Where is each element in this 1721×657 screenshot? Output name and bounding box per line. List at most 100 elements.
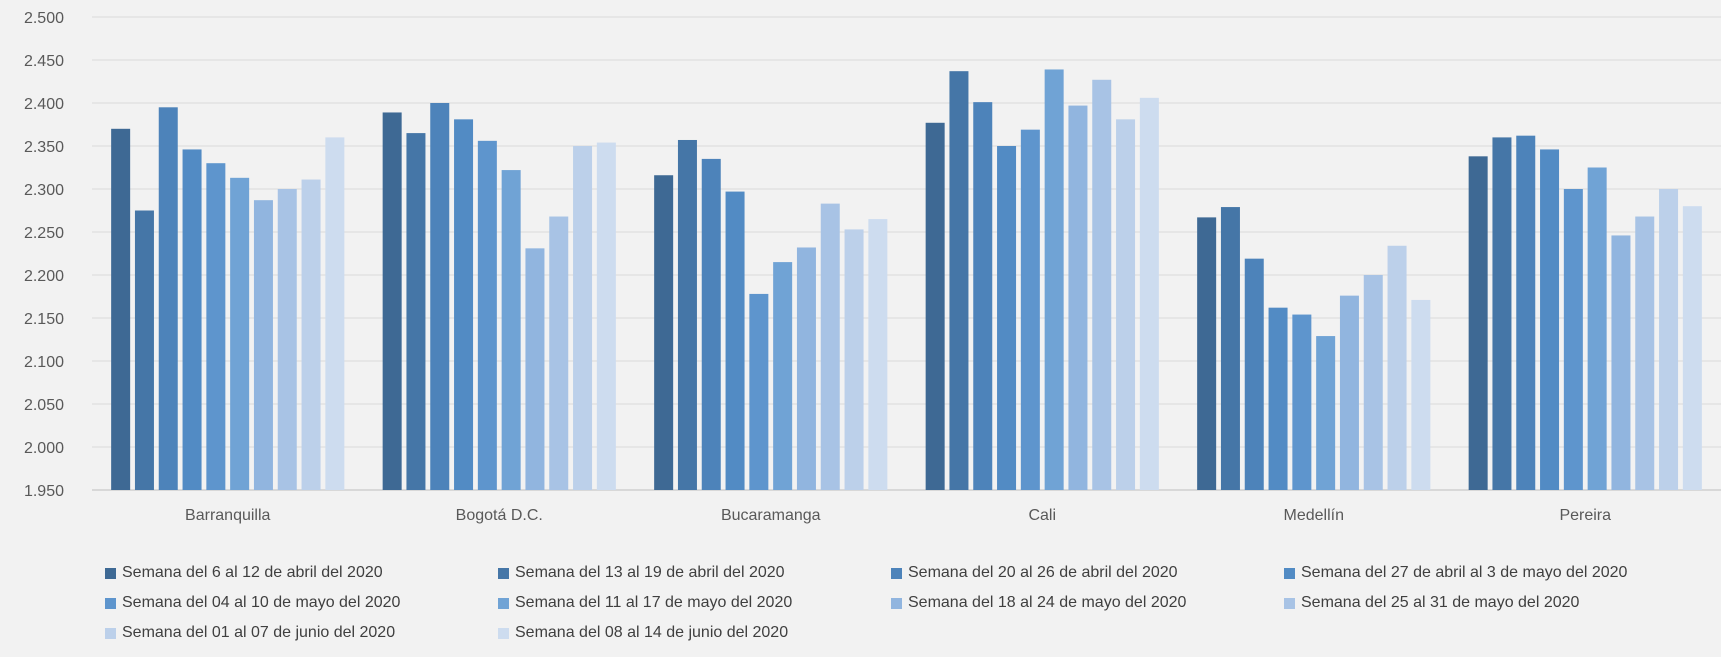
bar <box>1411 299 1431 490</box>
x-category-label: Barranquilla <box>185 507 270 524</box>
y-tick-label: 2.250 <box>24 225 64 242</box>
y-tick-label: 2.500 <box>24 10 64 27</box>
gridlines <box>92 16 1721 491</box>
bar <box>325 137 345 490</box>
bar <box>382 112 402 491</box>
bar <box>1587 167 1607 490</box>
bar <box>1044 69 1064 491</box>
y-tick-label: 2.000 <box>24 440 64 457</box>
bar <box>253 200 273 490</box>
legend-label: Semana del 27 de abril al 3 de mayo del … <box>1301 564 1628 581</box>
bar <box>725 191 745 490</box>
x-category-label: Pereira <box>1559 507 1611 524</box>
bar <box>1540 149 1560 490</box>
y-tick-label: 1.950 <box>24 483 64 500</box>
legend-item: Semana del 6 al 12 de abril del 2020 <box>105 563 498 583</box>
legend-label: Semana del 18 al 24 de mayo del 2020 <box>908 594 1187 611</box>
bar <box>773 262 793 490</box>
bar <box>477 140 497 490</box>
legend-swatch <box>498 597 509 609</box>
legend-label: Semana del 13 al 19 de abril del 2020 <box>515 564 785 581</box>
legend-item: Semana del 01 al 07 de junio del 2020 <box>105 623 498 643</box>
y-axis-tick-labels: 1.950 2.000 2.050 2.100 2.150 2.200 2.250 2.300… <box>24 10 64 500</box>
bar <box>111 128 131 491</box>
y-tick-label: 2.400 <box>24 96 64 113</box>
bar <box>973 102 993 490</box>
bar <box>925 122 945 490</box>
bar <box>1635 216 1655 490</box>
x-axis-category-labels: Barranquilla Bogotá D.C. Bucaramanga Cali Me… <box>185 507 1611 524</box>
legend-label: Semana del 20 al 26 de abril del 2020 <box>908 564 1178 581</box>
bar <box>1244 258 1264 490</box>
bar <box>1116 119 1136 490</box>
bar <box>1068 105 1088 490</box>
bar <box>868 219 888 490</box>
legend-label: Semana del 25 al 31 de mayo del 2020 <box>1301 594 1580 611</box>
y-tick-label: 2.200 <box>24 268 64 285</box>
legend-swatch <box>105 597 116 609</box>
legend-swatch <box>891 567 902 579</box>
bar <box>134 210 154 490</box>
y-tick-label: 2.100 <box>24 354 64 371</box>
legend-item: Semana del 20 al 26 de abril del 2020 <box>891 563 1284 583</box>
legend-swatch <box>1284 597 1295 609</box>
bar <box>654 175 674 491</box>
bar <box>1220 207 1240 490</box>
legend-swatch <box>1284 567 1295 579</box>
legend-label: Semana del 01 al 07 de junio del 2020 <box>122 624 396 641</box>
bar <box>454 119 474 490</box>
bar <box>596 142 616 490</box>
bar <box>525 248 545 490</box>
bar <box>844 229 864 491</box>
bar <box>182 149 202 490</box>
bar <box>1292 314 1312 490</box>
bar <box>1092 79 1112 490</box>
bar <box>501 170 521 490</box>
bar <box>1268 307 1288 490</box>
bar <box>997 146 1017 490</box>
bar <box>677 139 697 491</box>
bar <box>549 216 569 490</box>
bar <box>1611 235 1631 490</box>
bar <box>430 103 450 490</box>
bar <box>1316 336 1336 490</box>
bar <box>820 203 840 490</box>
legend-swatch <box>498 627 509 639</box>
legend-item: Semana del 08 al 14 de junio del 2020 <box>498 623 891 643</box>
bar <box>749 293 769 490</box>
legend-label: Semana del 08 al 14 de junio del 2020 <box>515 624 789 641</box>
bar <box>301 179 321 491</box>
legend-swatch <box>498 567 509 579</box>
bar <box>406 133 426 490</box>
legend-item: Semana del 27 de abril al 3 de mayo del … <box>1284 563 1684 583</box>
bar <box>1363 275 1383 490</box>
bar <box>1659 189 1679 490</box>
x-category-label: Bogotá D.C. <box>456 507 543 524</box>
bar <box>158 107 178 491</box>
bar <box>277 189 297 490</box>
bar <box>796 247 816 490</box>
legend-swatch <box>105 627 116 639</box>
legend-item: Semana del 11 al 17 de mayo del 2020 <box>498 593 891 613</box>
legend-item: Semana del 25 al 31 de mayo del 2020 <box>1284 593 1684 613</box>
x-category-label: Bucaramanga <box>721 507 821 524</box>
y-tick-label: 2.450 <box>24 53 64 70</box>
bars <box>111 69 1702 491</box>
bar <box>1139 97 1159 490</box>
bar <box>206 163 226 490</box>
bar <box>1339 295 1359 490</box>
bar <box>1197 217 1217 490</box>
legend: Semana del 6 al 12 de abril del 2020 Sema… <box>105 563 1715 643</box>
x-category-label: Cali <box>1028 507 1056 524</box>
legend-item: Semana del 18 al 24 de mayo del 2020 <box>891 593 1284 613</box>
legend-item: Semana del 13 al 19 de abril del 2020 <box>498 563 891 583</box>
legend-label: Semana del 6 al 12 de abril del 2020 <box>122 564 383 581</box>
bar <box>1468 156 1488 490</box>
x-category-label: Medellín <box>1284 507 1344 524</box>
bar <box>1563 189 1583 490</box>
legend-label: Semana del 11 al 17 de mayo del 2020 <box>515 594 793 611</box>
bar <box>949 71 969 491</box>
bar <box>1682 206 1702 490</box>
